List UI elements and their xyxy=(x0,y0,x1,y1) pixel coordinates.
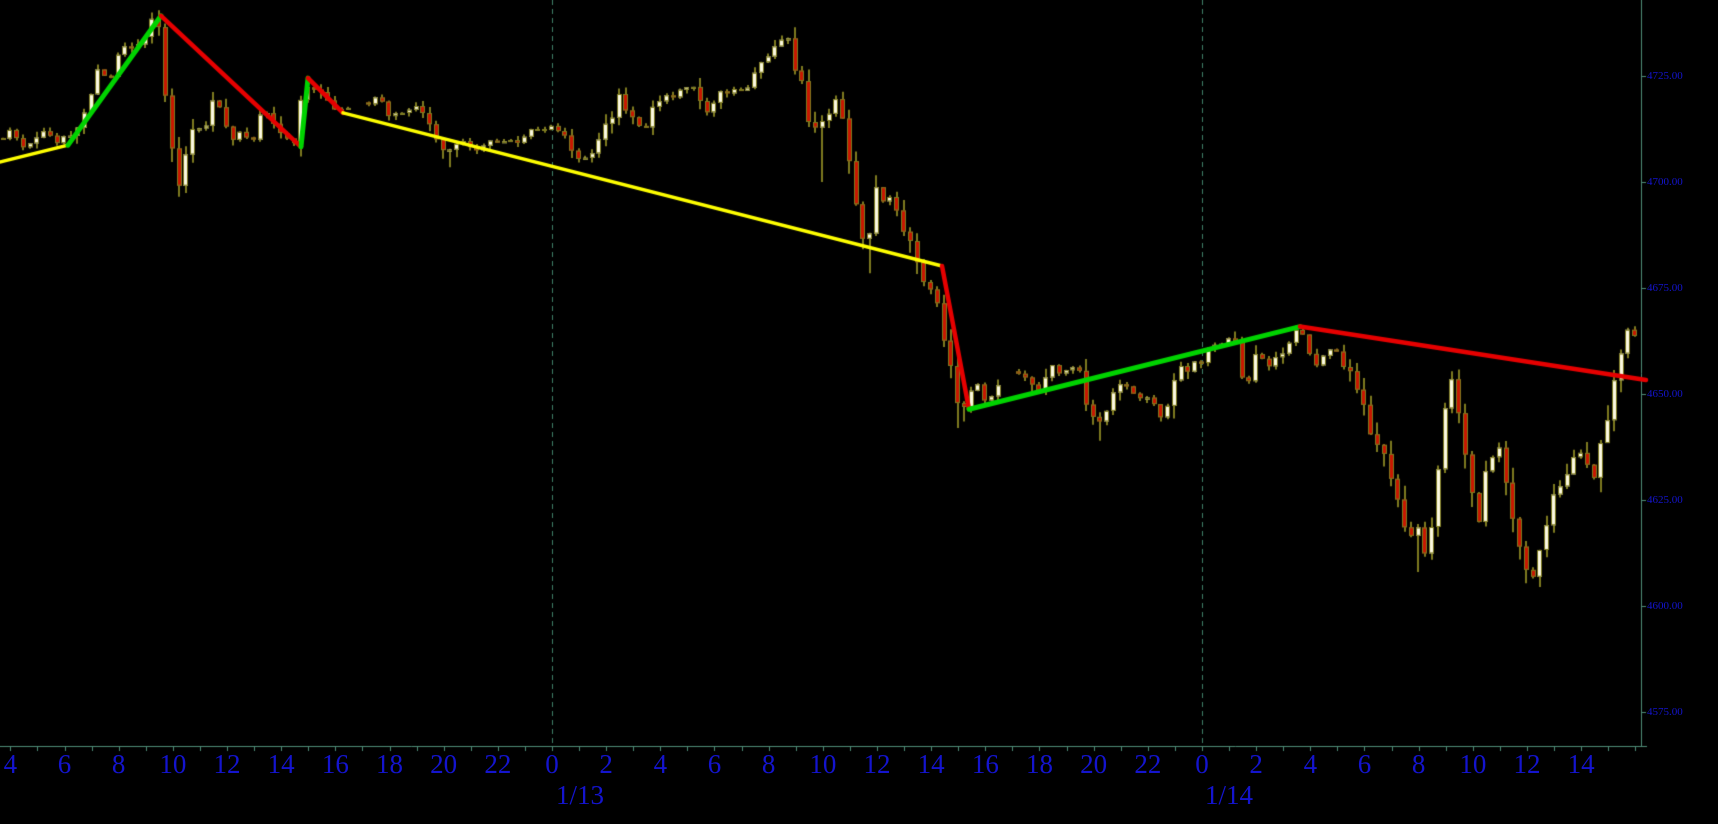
candlestick-chart[interactable] xyxy=(0,0,1718,824)
trading-chart-window: 1/13 1/14 4725.00 4700.00 4675.00 4650.00 46… xyxy=(0,0,1718,824)
